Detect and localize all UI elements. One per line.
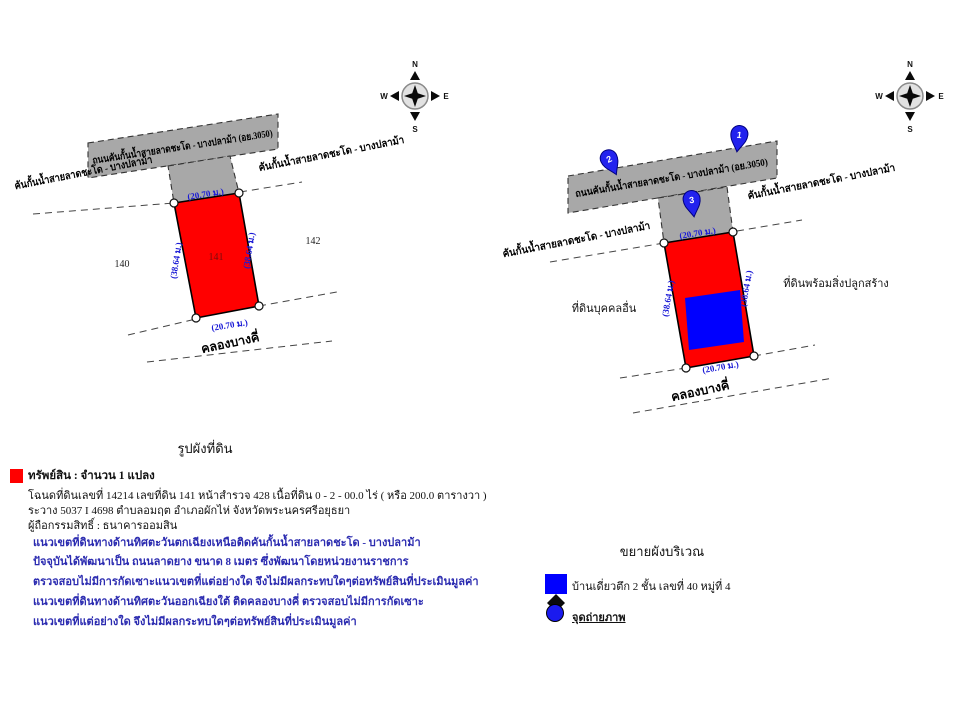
canal-label: คลองบางคี่: [669, 376, 730, 404]
compass-west-arrow-icon: [885, 91, 894, 101]
building-footprint: [685, 290, 744, 350]
canal-bank-dashed-line: [753, 344, 816, 357]
photo-point-legend-label: จุดถ่ายภาพ: [572, 612, 626, 624]
compass-star-icon: [899, 85, 921, 107]
compass-west-label: W: [380, 92, 388, 101]
house-legend-swatch: [545, 574, 567, 594]
compass-east-arrow-icon: [926, 91, 935, 101]
pin-icon: [730, 125, 749, 153]
adjacent-plot-right: 142: [306, 236, 321, 247]
compass-west-arrow-icon: [390, 91, 399, 101]
pin-number: 1: [736, 130, 742, 141]
compass-south-label: S: [412, 125, 418, 134]
site-plan: N S E W ถนนคันกั้นน้ำสายลาดชะโด - บางปลา…: [13, 60, 449, 363]
corner-marker: [681, 363, 691, 373]
corner-marker: [749, 351, 759, 361]
corner-marker: [728, 227, 738, 237]
other-owner-land-label: ที่ดินบุคคลอื่น: [572, 300, 637, 315]
owner-line: ผู้ถือกรรมสิทธิ์ : ธนาคารออมสิน: [28, 520, 178, 532]
boundary-dashed-line: [549, 242, 665, 263]
dimension-bottom: (20.70 ม.): [211, 317, 249, 333]
compass-south-arrow-icon: [905, 112, 915, 121]
embankment-label-right: คันกั้นน้ำสายลาดชะโด - บางปลาม้า: [257, 131, 405, 174]
plot-number: 141: [209, 252, 224, 263]
corner-marker: [659, 238, 669, 248]
photo-pin-1: 1: [730, 125, 749, 153]
boundary-dashed-line: [736, 219, 803, 232]
canal-bank-dashed-line: [619, 367, 687, 379]
canal-bank-dashed-line: [127, 318, 197, 336]
corner-marker: [169, 198, 179, 208]
asset-legend-swatch: [10, 469, 23, 483]
pin-number: 2: [605, 154, 614, 165]
canal-label: คลองบางคี่: [199, 328, 260, 356]
boundary-note: ปัจจุบันได้พัฒนาเป็น ถนนลาดยาง ขนาด 8 เม…: [33, 556, 409, 568]
pin-icon: [599, 149, 619, 176]
boundary-note: แนวเขตที่ดินทางด้านทิศตะวันออกเฉียงใต้ ต…: [33, 596, 424, 608]
pin-icon: [682, 190, 701, 218]
asset-legend-label: ทรัพย์สิน : จำนวน 1 แปลง: [28, 470, 155, 482]
corner-marker: [191, 313, 201, 323]
corner-marker: [234, 188, 244, 198]
land-with-structures-label: ที่ดินพร้อมสิ่งปลูกสร้าง: [783, 275, 889, 290]
boundary-note: ตรวจสอบไม่มีการกัดเซาะแนวเขตที่แต่อย่างใ…: [33, 576, 479, 588]
road-band: [567, 140, 778, 214]
compass-north-arrow-icon: [410, 71, 420, 80]
compass-east-arrow-icon: [431, 91, 440, 101]
photo-pin-3: 3: [682, 190, 701, 218]
adjacent-plot-left: 140: [115, 259, 130, 270]
compass-east-label: E: [938, 92, 944, 101]
map-sheet-line: ระวาง 5037 I 4698 ตำบลอมฤต อำเภอผักไห่ จ…: [28, 505, 351, 517]
boundary-dashed-line: [239, 181, 303, 193]
road-band: [87, 113, 279, 179]
compass-south-label: S: [907, 125, 913, 134]
expanded-plan: N S E W ถนนคันกั้นน้ำสายลาดชะโด - บางปลา…: [501, 60, 944, 414]
pin-number: 3: [689, 195, 695, 206]
compass-east-label: E: [443, 92, 449, 101]
compass-north-arrow-icon: [905, 71, 915, 80]
compass-rose: N S E W: [875, 60, 944, 134]
photo-point-legend-icon: [546, 594, 565, 622]
site-plan-title: รูปผังที่ดิน: [177, 441, 233, 456]
embankment-label-left: คันกั้นน้ำสายลาดชะโด - บางปลาม้า: [501, 217, 651, 260]
corner-marker: [254, 301, 264, 311]
house-legend-label: บ้านเดี่ยวตึก 2 ชั้น เลขที่ 40 หมู่ที่ 4: [572, 581, 731, 593]
compass-south-arrow-icon: [410, 112, 420, 121]
compass-north-label: N: [907, 60, 913, 69]
boundary-dashed-line: [32, 202, 175, 215]
compass-star-icon: [404, 85, 426, 107]
compass-north-label: N: [412, 60, 418, 69]
photo-pin-2: 2: [599, 149, 619, 176]
dimension-left: (38.64 ม.): [168, 242, 184, 280]
compass-west-label: W: [875, 92, 883, 101]
canal-bank-dashed-line: [258, 291, 338, 307]
camera-point-circle-icon: [546, 604, 564, 622]
boundary-note: แนวเขตที่ดินทางด้านทิศตะวันตกเฉียงเหนือต…: [33, 537, 421, 549]
expanded-plan-title: ขยายผังบริเวณ: [619, 544, 705, 559]
compass-rose: N S E W: [380, 60, 449, 134]
canal-bank-dashed-line: [632, 377, 834, 414]
deed-info-line: โฉนดที่ดินเลขที่ 14214 เลขที่ดิน 141 หน้…: [28, 490, 487, 502]
boundary-note: แนวเขตที่แต่อย่างใด จึงไม่มีผลกระทบใดๆต่…: [33, 616, 357, 628]
